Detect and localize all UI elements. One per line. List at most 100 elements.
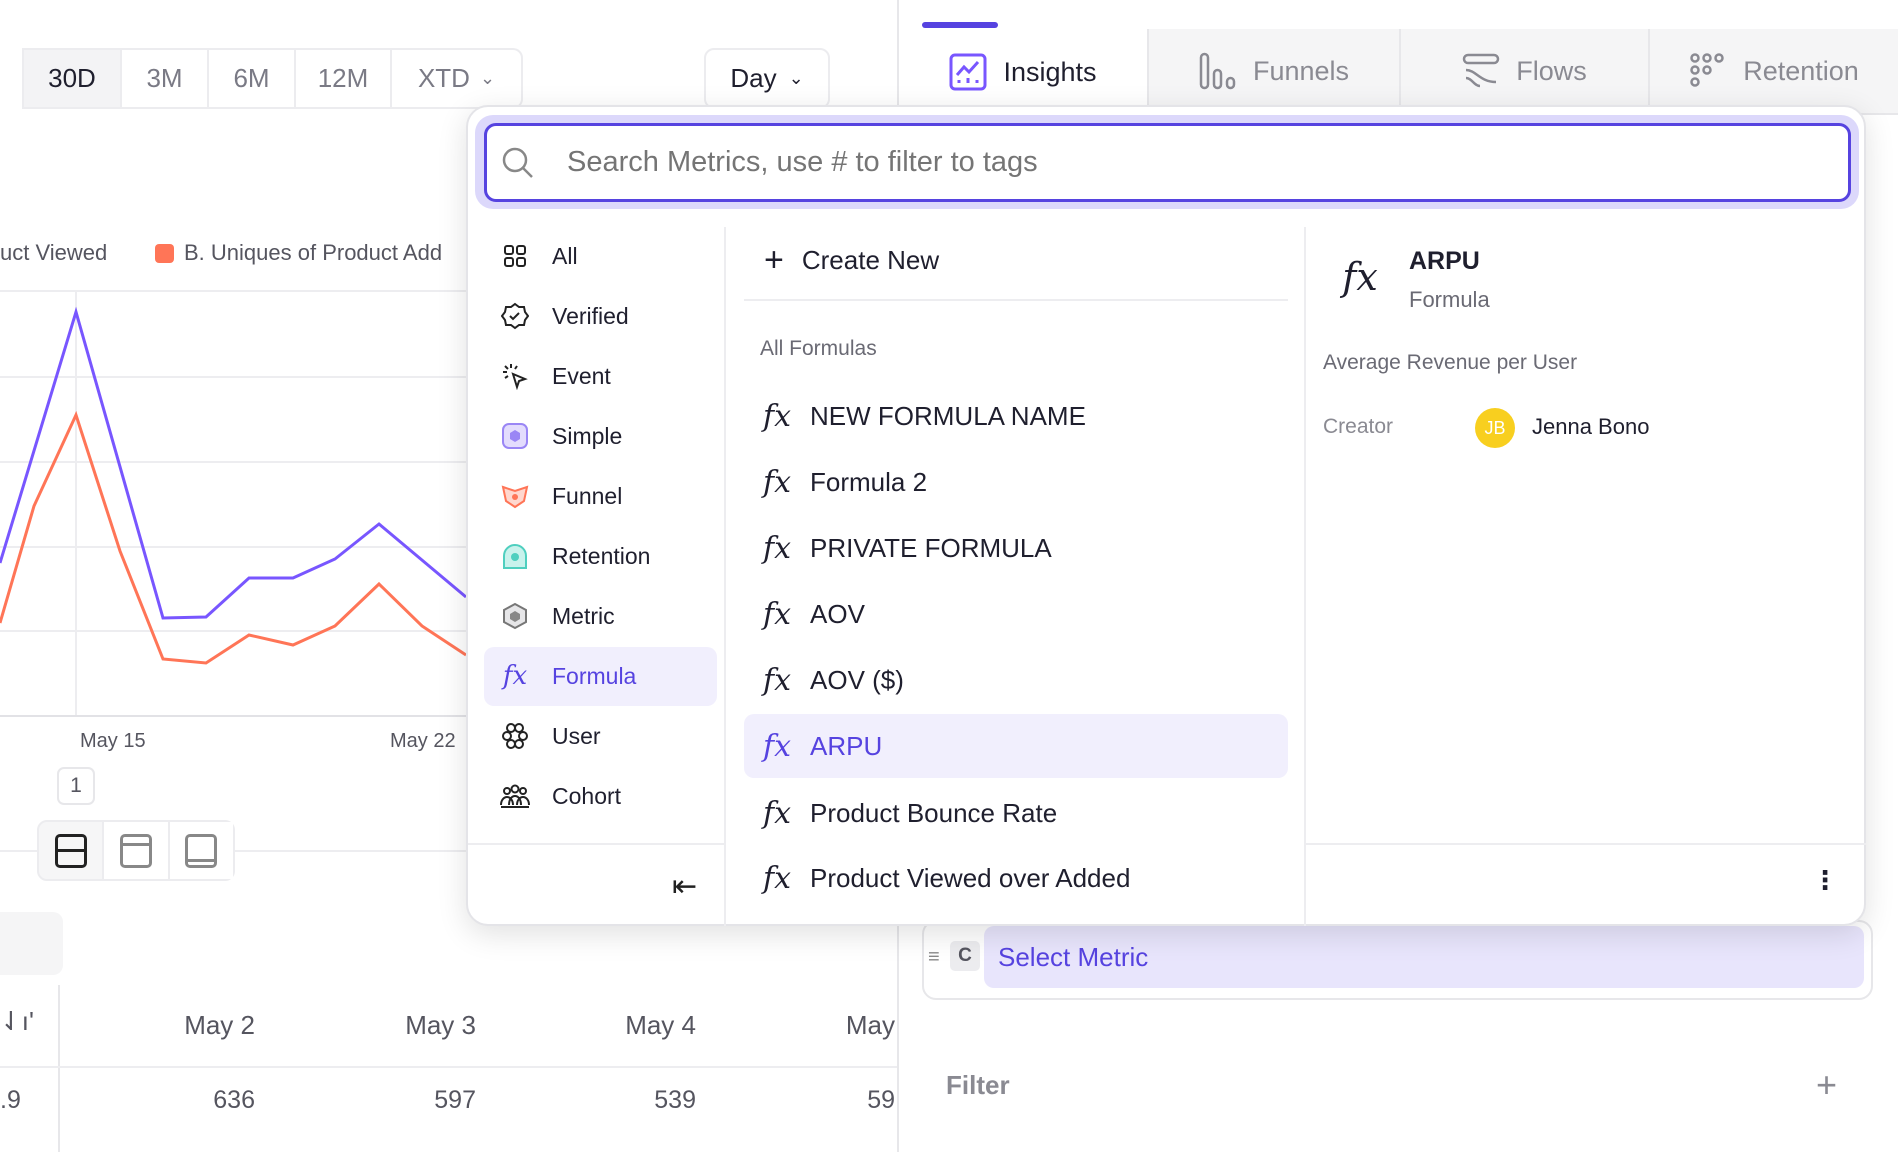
formula-label: AOV ($) xyxy=(810,664,904,695)
search-icon xyxy=(502,147,533,178)
cohort-icon xyxy=(500,781,530,811)
table-row-divider xyxy=(0,1066,897,1068)
layout-bottom-button[interactable] xyxy=(169,822,233,879)
category-label: Metric xyxy=(552,602,615,629)
column-divider xyxy=(1304,227,1306,926)
create-new-button[interactable]: + Create New xyxy=(764,241,939,280)
category-user[interactable]: User xyxy=(500,713,601,759)
metric-icon xyxy=(500,601,530,631)
creator-name: Jenna Bono xyxy=(1532,414,1650,439)
funnels-icon xyxy=(1199,52,1236,90)
legend-item-b[interactable]: B. Uniques of Product Add xyxy=(184,240,443,265)
funnel-icon xyxy=(500,481,530,511)
range-30d-button[interactable]: 30D xyxy=(22,48,122,109)
table-header: May 3 xyxy=(405,1010,476,1040)
sort-icon[interactable]: ⇃ı' xyxy=(0,1006,34,1036)
split-layout-icon xyxy=(54,833,87,868)
category-label: Formula xyxy=(552,662,637,689)
category-label: Funnel xyxy=(552,482,623,509)
creator-label: Creator xyxy=(1323,415,1394,438)
gridline-vertical xyxy=(75,290,77,715)
formula-item[interactable]: fx AOV xyxy=(744,582,1288,646)
collapse-sidebar-icon[interactable]: ⇤ xyxy=(672,870,698,903)
add-filter-icon[interactable]: + xyxy=(1816,1064,1838,1105)
formula-label: Product Viewed over Added xyxy=(810,862,1131,893)
tab-insights[interactable]: Insights xyxy=(897,29,1147,115)
gridline xyxy=(0,546,470,548)
column-divider xyxy=(724,227,726,926)
detail-type: Formula xyxy=(1409,287,1490,312)
drag-handle-icon[interactable]: ≡ xyxy=(928,946,940,968)
table-cell: 59 xyxy=(867,1086,895,1114)
search-input[interactable] xyxy=(567,146,1767,179)
tab-label: Retention xyxy=(1743,55,1859,86)
category-highlight xyxy=(484,647,717,706)
gray-block xyxy=(0,912,63,975)
granularity-dropdown[interactable]: Day ⌄ xyxy=(704,48,830,109)
formula-icon: fx xyxy=(762,728,792,764)
category-cohort[interactable]: Cohort xyxy=(500,773,621,819)
formula-item[interactable]: fx AOV ($) xyxy=(744,648,1288,712)
avatar: JB xyxy=(1475,408,1515,448)
category-formula[interactable]: fx Formula xyxy=(500,653,637,699)
formula-icon: fx xyxy=(762,398,792,434)
formula-item[interactable]: fx NEW FORMULA NAME xyxy=(744,384,1288,448)
category-label: User xyxy=(552,722,601,749)
tab-funnels[interactable]: Funnels xyxy=(1147,29,1399,115)
formula-item[interactable]: fx Formula 2 xyxy=(744,450,1288,514)
range-6m-button[interactable]: 6M xyxy=(209,48,296,109)
x-axis xyxy=(0,715,470,717)
formula-icon: fx xyxy=(762,530,792,566)
formula-icon: fx xyxy=(502,661,528,691)
series-b-line xyxy=(0,410,467,665)
legend-item-a[interactable]: uct Viewed xyxy=(0,240,108,265)
range-12m-button[interactable]: 12M xyxy=(296,48,392,109)
formula-item[interactable]: fx PRIVATE FORMULA xyxy=(744,516,1288,580)
insights-icon xyxy=(949,53,987,91)
layout-top-button[interactable] xyxy=(104,822,170,879)
gridline xyxy=(0,290,470,292)
table-cell: 597 xyxy=(434,1086,476,1114)
tab-retention[interactable]: Retention xyxy=(1648,29,1898,115)
search-field[interactable] xyxy=(484,123,1851,202)
xtd-label: XTD xyxy=(417,63,470,93)
divider xyxy=(1306,843,1866,845)
table-header: May 2 xyxy=(184,1010,255,1040)
formula-icon: fx xyxy=(762,795,792,831)
metric-letter-badge: C xyxy=(950,941,980,971)
category-all[interactable]: All xyxy=(500,233,578,279)
formula-label: PRIVATE FORMULA xyxy=(810,532,1052,563)
formula-icon: fx xyxy=(762,464,792,500)
category-metric[interactable]: Metric xyxy=(500,593,615,639)
x-tick-label: May 15 xyxy=(80,730,146,752)
formula-item[interactable]: fx Product Viewed over Added xyxy=(744,846,1288,910)
category-verified[interactable]: Verified xyxy=(500,293,629,339)
plus-icon: + xyxy=(764,241,784,279)
tab-flows[interactable]: Flows xyxy=(1399,29,1648,115)
range-3m-button[interactable]: 3M xyxy=(122,48,209,109)
tab-label: Insights xyxy=(1003,56,1097,87)
category-funnel[interactable]: Funnel xyxy=(500,473,622,519)
divider xyxy=(744,299,1288,301)
table-cell: 636 xyxy=(213,1086,255,1114)
metric-picker-popup: All Verified Event Simple Funnel Retenti… xyxy=(466,105,1866,926)
more-options-icon[interactable]: ⋮ xyxy=(1812,865,1838,895)
formula-item[interactable]: fx Product Bounce Rate xyxy=(744,781,1288,845)
category-event[interactable]: Event xyxy=(500,353,611,399)
create-new-label: Create New xyxy=(801,245,940,275)
page-number[interactable]: 1 xyxy=(57,767,95,805)
select-metric-button[interactable]: Select Metric xyxy=(984,926,1864,988)
filter-label: Filter xyxy=(946,1070,1010,1100)
verified-icon xyxy=(500,301,530,331)
layout-split-button[interactable] xyxy=(39,822,105,879)
formula-label: ARPU xyxy=(810,730,883,761)
chevron-down-icon: ⌄ xyxy=(788,68,804,88)
category-label: Simple xyxy=(552,422,623,449)
detail-description: Average Revenue per User xyxy=(1323,351,1578,374)
formula-item-selected[interactable]: fx ARPU xyxy=(744,714,1288,778)
category-simple[interactable]: Simple xyxy=(500,413,622,459)
category-retention[interactable]: Retention xyxy=(500,533,650,579)
formula-icon: fx xyxy=(762,596,792,632)
formula-icon: fx xyxy=(762,662,792,698)
range-xtd-button[interactable]: XTD ⌄ xyxy=(392,48,523,109)
